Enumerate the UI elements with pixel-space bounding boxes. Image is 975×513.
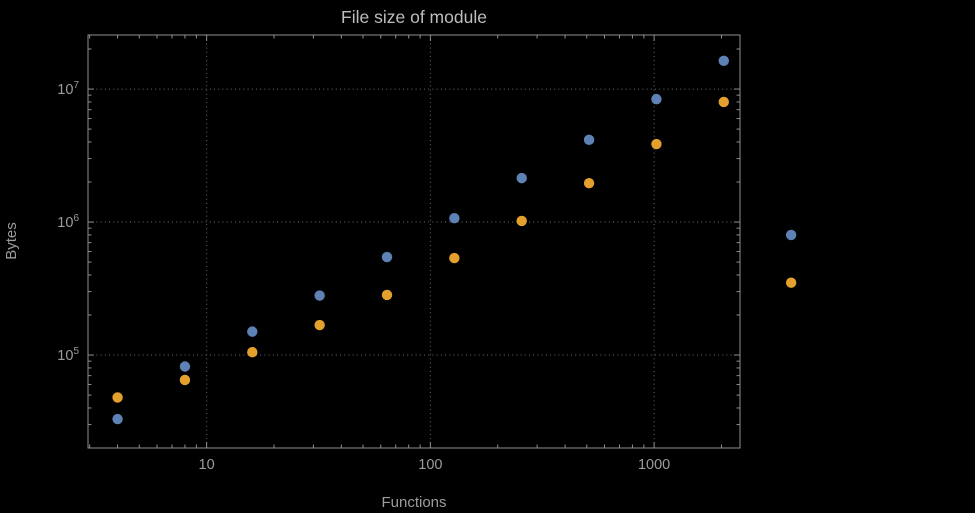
data-point-series-1 bbox=[112, 413, 123, 425]
y-tick-label: 107 bbox=[57, 80, 79, 98]
data-point-series-1 bbox=[449, 212, 460, 224]
data-point-series-1 bbox=[179, 361, 191, 372]
data-point-series-1 bbox=[718, 55, 729, 67]
data-point-series-2 bbox=[381, 289, 393, 301]
data-point-series-1 bbox=[314, 290, 325, 301]
chart-title: File size of module bbox=[341, 7, 487, 27]
data-point-series-2 bbox=[651, 138, 662, 150]
data-point-series-2 bbox=[314, 319, 325, 331]
data-point-series-2 bbox=[718, 96, 729, 108]
x-tick-label: 10 bbox=[199, 457, 215, 473]
data-point-series-1 bbox=[381, 251, 393, 263]
x-tick-label: 1000 bbox=[638, 457, 670, 473]
data-point-series-2 bbox=[179, 374, 191, 386]
x-axis-label: Functions bbox=[381, 494, 446, 511]
data-point-series-2 bbox=[449, 252, 460, 264]
data-point-series-1 bbox=[247, 326, 258, 337]
data-point-series-1 bbox=[651, 93, 662, 105]
y-tick-label: 105 bbox=[57, 346, 79, 364]
data-point-series-1 bbox=[516, 172, 527, 184]
x-tick-label: 100 bbox=[418, 457, 442, 473]
data-point-series-1 bbox=[785, 229, 797, 241]
plot-frame bbox=[87, 34, 741, 449]
data-point-series-2 bbox=[785, 277, 797, 288]
data-point-series-1 bbox=[583, 134, 595, 146]
y-axis-label: Bytes bbox=[3, 222, 20, 260]
data-point-series-2 bbox=[516, 215, 527, 227]
y-tick-label: 106 bbox=[57, 213, 79, 231]
data-point-series-2 bbox=[247, 347, 258, 358]
data-point-series-2 bbox=[583, 177, 595, 189]
data-point-series-2 bbox=[112, 392, 123, 403]
